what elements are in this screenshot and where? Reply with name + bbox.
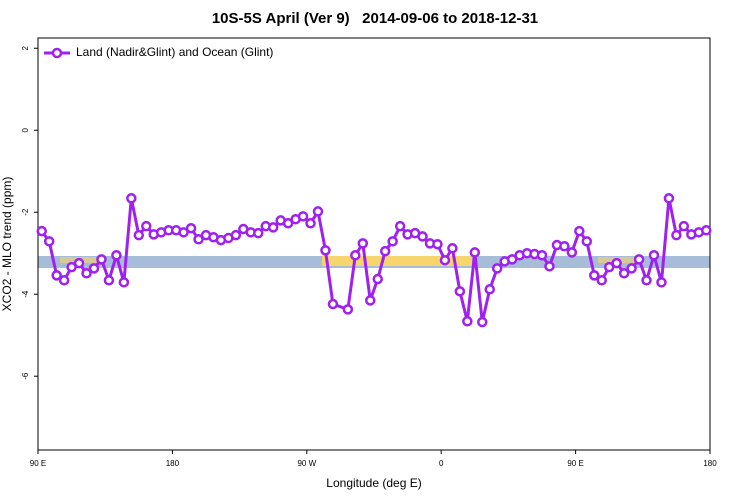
legend-label: Land (Nadir&Glint) and Ocean (Glint)	[76, 45, 273, 59]
data-point	[51, 270, 62, 281]
data-point	[267, 222, 279, 233]
data-point	[133, 229, 145, 241]
data-point	[589, 270, 600, 281]
data-point	[43, 236, 55, 247]
x-tick-label: 180	[703, 459, 717, 468]
x-tick-label: 0	[439, 459, 444, 468]
data-point	[36, 225, 47, 237]
data-point	[506, 254, 518, 265]
data-point	[387, 236, 398, 247]
legend: Land (Nadir&Glint) and Ocean (Glint)	[44, 45, 273, 59]
data-point	[372, 273, 383, 285]
data-point	[566, 247, 578, 258]
data-point	[701, 225, 712, 236]
y-axis-label: XCO2 - MLO trend (ppm)	[0, 177, 14, 312]
data-point	[379, 245, 391, 257]
data-point	[656, 277, 667, 288]
plot-frame	[37, 37, 711, 451]
data-point	[671, 229, 682, 241]
x-tick-label: 90 E	[30, 459, 46, 468]
data-point	[447, 243, 458, 254]
data-point	[282, 218, 294, 229]
data-point	[178, 227, 189, 238]
data-point	[581, 236, 593, 247]
y-tick-label: -6	[21, 372, 30, 380]
data-point	[66, 261, 77, 273]
data-point	[365, 295, 376, 306]
data-point	[141, 220, 152, 232]
data-point	[417, 231, 428, 242]
y-tick-label: -2	[21, 208, 30, 216]
data-point	[253, 227, 264, 239]
data-point	[81, 268, 92, 279]
data-point	[596, 275, 607, 286]
legend-marker	[51, 47, 63, 59]
data-point	[58, 275, 70, 286]
data-point	[469, 247, 481, 258]
data-point	[618, 268, 630, 279]
data-point	[185, 222, 197, 234]
data-point	[342, 304, 354, 315]
data-point	[297, 211, 309, 222]
data-point	[305, 218, 316, 229]
data-point	[544, 261, 555, 272]
data-point	[111, 250, 122, 261]
data-point	[477, 316, 488, 328]
data-point	[678, 220, 690, 232]
data-point	[432, 238, 443, 250]
data-point	[193, 234, 204, 245]
data-point	[462, 316, 473, 327]
data-point	[603, 261, 615, 273]
x-tick-label: 180	[166, 459, 180, 468]
x-tick-label: 90 E	[567, 459, 583, 468]
data-point	[394, 220, 406, 232]
data-point	[663, 193, 675, 204]
data-point	[611, 257, 622, 269]
y-tick-label: 2	[21, 45, 30, 50]
data-point	[126, 193, 137, 204]
data-point	[88, 263, 100, 274]
data-point	[327, 298, 339, 310]
data-point	[454, 286, 466, 297]
data-point	[350, 250, 361, 261]
chart-title: 10S-5S April (Ver 9) 2014-09-06 to 2018-…	[212, 10, 538, 27]
data-point	[626, 263, 637, 274]
x-axis-label: Longitude (deg E)	[326, 476, 421, 490]
data-point	[574, 225, 585, 237]
data-point	[633, 254, 645, 265]
data-point	[357, 238, 369, 249]
data-point	[484, 284, 495, 295]
data-point	[312, 206, 324, 217]
data-point	[641, 275, 652, 286]
y-tick-label: -4	[21, 290, 30, 298]
data-point	[559, 241, 570, 252]
y-tick-label: 0	[21, 127, 30, 132]
data-point	[439, 254, 451, 266]
data-point	[320, 245, 331, 256]
data-point	[648, 250, 660, 261]
x-tick-label: 90 W	[297, 459, 316, 468]
data-point	[103, 275, 115, 286]
data-point	[491, 263, 503, 274]
data-point	[118, 277, 130, 288]
reference-band-highlight	[322, 256, 472, 266]
data-point	[536, 250, 548, 261]
data-point	[73, 257, 85, 269]
data-point	[230, 229, 242, 241]
data-point	[96, 254, 107, 265]
